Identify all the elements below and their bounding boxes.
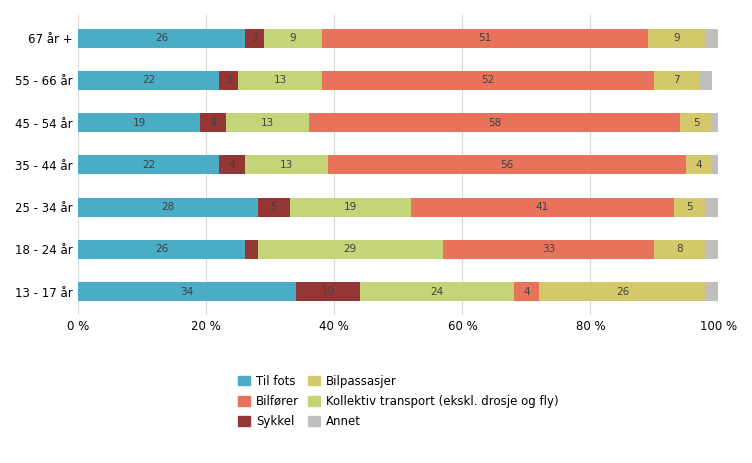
Text: 22: 22 [142,75,156,85]
Bar [328,156,687,175]
Text: 13: 13 [273,75,287,85]
Text: 56: 56 [501,160,514,170]
Bar [78,240,244,259]
Bar [648,29,705,48]
Bar [443,240,654,259]
Text: 9: 9 [290,33,296,43]
Bar [78,71,219,90]
Text: 5: 5 [270,202,277,212]
Text: 28: 28 [161,202,174,212]
Text: 5: 5 [693,118,699,128]
Bar [78,29,244,48]
Text: 19: 19 [132,118,146,128]
Text: 4: 4 [696,160,702,170]
Bar [514,282,539,301]
Text: 9: 9 [674,33,680,43]
Bar [257,198,290,217]
Text: 19: 19 [344,202,357,212]
Text: 10: 10 [321,287,335,297]
Bar [78,113,200,132]
Text: 4: 4 [229,160,235,170]
Text: 41: 41 [535,202,549,212]
Text: 13: 13 [280,160,293,170]
Bar [257,240,443,259]
Text: 8: 8 [677,244,684,255]
Bar [705,198,718,217]
Bar [290,198,411,217]
Bar [411,198,674,217]
Text: 33: 33 [542,244,556,255]
Bar [200,113,226,132]
Bar [322,71,654,90]
Bar [654,240,705,259]
Bar [264,29,322,48]
Bar [539,282,705,301]
Bar [687,156,712,175]
Text: 29: 29 [344,244,357,255]
Text: 3: 3 [251,33,258,43]
Bar [219,71,238,90]
Text: 22: 22 [142,160,156,170]
Text: 4: 4 [209,118,216,128]
Text: 51: 51 [478,33,491,43]
Text: 58: 58 [488,118,501,128]
Bar [322,29,648,48]
Bar [78,156,219,175]
Bar [78,198,257,217]
Bar [705,282,718,301]
Legend: Til fots, Bilfører, Sykkel, Bilpassasjer, Kollektiv transport (ekskl. drosje og : Til fots, Bilfører, Sykkel, Bilpassasjer… [232,369,565,434]
Bar [699,71,712,90]
Bar [244,240,257,259]
Bar [705,240,718,259]
Bar [219,156,244,175]
Text: 52: 52 [481,75,495,85]
Bar [680,113,712,132]
Bar [360,282,514,301]
Text: 7: 7 [674,75,680,85]
Bar [674,198,705,217]
Text: 24: 24 [430,287,444,297]
Bar [296,282,360,301]
Text: 5: 5 [687,202,693,212]
Text: 26: 26 [616,287,629,297]
Text: 26: 26 [155,33,168,43]
Bar [712,113,725,132]
Text: 4: 4 [523,287,529,297]
Text: 3: 3 [226,75,232,85]
Bar [244,29,264,48]
Bar [244,156,328,175]
Text: 13: 13 [260,118,274,128]
Bar [309,113,680,132]
Bar [712,156,725,175]
Bar [226,113,309,132]
Bar [238,71,322,90]
Bar [78,282,296,301]
Text: 34: 34 [180,287,194,297]
Bar [705,29,718,48]
Bar [654,71,699,90]
Text: 26: 26 [155,244,168,255]
